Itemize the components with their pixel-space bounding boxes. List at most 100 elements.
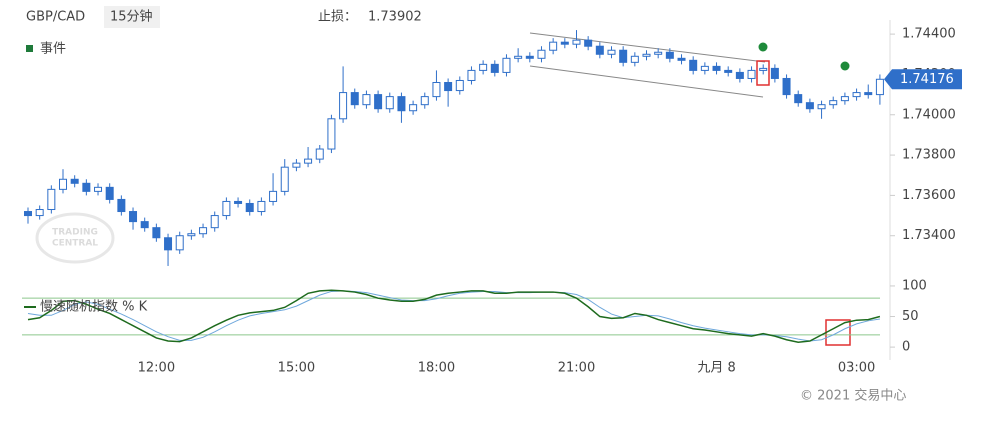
osc-y-tick-label: 100 [902,278,927,293]
candle-body [455,79,464,92]
candle-body [572,39,581,45]
candle-body [420,96,429,106]
candle-body [269,190,278,202]
candle-body [70,178,79,184]
candle-body [654,51,663,55]
candle-body [875,78,884,96]
osc-line [27,289,881,343]
candle-body [409,104,418,112]
candle-body [584,39,593,47]
candle-body [397,96,406,112]
candle-body [444,82,453,92]
candle-body [199,227,208,235]
candle-body [47,188,56,211]
candle-body [467,69,476,81]
candle-body [549,41,558,51]
candle-body [327,118,336,150]
x-tick-label: 九月 8 [697,361,735,376]
candle-body [385,96,394,110]
candle-body [560,41,569,45]
candle-body [24,211,32,217]
candle-body [82,182,91,192]
candle-body [502,57,511,73]
y-tick-label: 1.74400 [902,27,956,42]
candle-body [677,57,686,61]
event-marker[interactable] [840,61,850,71]
candle-body [525,55,534,59]
candle-body [794,94,803,104]
candle-body [350,92,359,106]
osc-y-tick-label: 50 [902,309,919,324]
x-tick-label: 21:00 [558,361,595,376]
candle-body [607,49,616,55]
channel-line [529,65,764,98]
y-tick-label: 1.73400 [902,228,956,243]
candle-body [537,49,546,59]
events-icon [26,45,33,52]
watermark-text: TRADING [52,228,98,238]
candle-body [152,227,161,239]
symbol: GBP/CAD [26,10,85,25]
candle-body [817,104,826,110]
y-tick-label: 1.74000 [902,107,956,122]
candle-body [59,178,68,190]
candle-body [852,92,861,98]
candle-body [315,148,324,160]
candle-body [222,200,231,217]
candle-body [490,63,499,73]
candle-body [770,67,779,79]
price-badge-label: 1.74176 [900,72,954,87]
candle-body [35,209,44,217]
copyright: © 2021 交易中心 [800,388,906,404]
interval: 15分钟 [110,9,153,25]
candle-body [689,59,698,71]
candle-body [94,186,103,192]
osc-line [27,290,880,342]
x-tick-label: 15:00 [278,361,315,376]
candle-body [362,94,371,106]
channel-line [529,32,766,63]
candle-body [245,202,254,213]
candle-body [759,67,768,71]
osc-y-tick-label: 0 [902,340,910,355]
price-badge [884,69,962,90]
candle-body [712,65,721,71]
candle-body [339,92,348,120]
candle-body [210,215,219,229]
candle-body [805,102,814,110]
event-marker[interactable] [758,42,768,52]
candle-body [280,166,289,192]
candle-body [234,200,243,204]
x-tick-label: 12:00 [138,361,175,376]
candle-body [864,92,873,96]
candle-body [292,162,301,168]
candle-body [619,49,628,63]
candle-body [782,77,791,96]
watermark-ring [35,212,115,264]
candle-body [432,82,441,98]
candle-body [665,51,674,59]
candle-body [304,158,313,164]
candle-body [479,63,488,71]
candle-body [374,94,383,110]
candle-body [724,69,733,73]
candle-body [164,237,173,251]
candle-body [595,45,604,55]
signal-box [756,60,770,86]
x-tick-label: 18:00 [418,361,455,376]
candle-body [747,69,756,79]
candle-body [840,96,849,102]
candle-body [514,55,523,59]
y-tick-label: 1.73800 [902,148,956,163]
candle-body [187,233,196,237]
candle-body [700,65,709,71]
y-tick-label: 1.73600 [902,188,956,203]
candle-body [140,221,149,229]
watermark: TRADING CENTRAL [35,212,115,264]
events-label: 事件 [40,42,66,57]
candle-body [642,53,651,57]
candle-body [105,186,114,200]
candle-body [829,100,838,106]
candle-body [175,235,184,251]
